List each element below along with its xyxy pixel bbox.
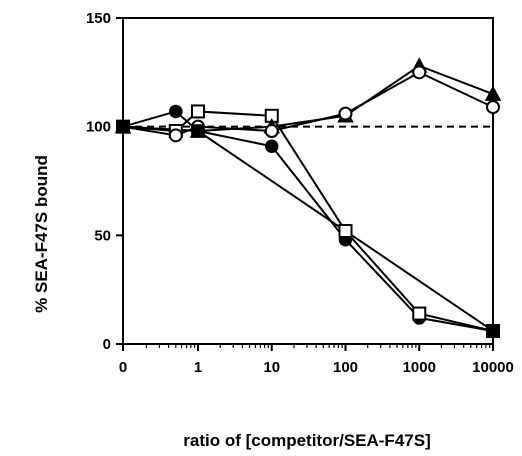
series-line [122, 64, 494, 133]
open-circle-marker [338, 106, 353, 121]
filled-square-marker [486, 324, 500, 338]
y-axis-label: % SEA-F47S bound [32, 155, 51, 313]
plot-border [122, 17, 494, 345]
x-axis-ticks: 0 1 10 100 1000 10000 [119, 344, 514, 376]
plot-frame [122, 17, 494, 345]
x-tick-label: 0 [119, 359, 127, 376]
filled-triangle-marker [484, 85, 502, 101]
open-circle-marker [264, 124, 279, 139]
y-tick-label: 150 [86, 10, 111, 27]
series-line [122, 110, 494, 332]
y-axis-ticks: 0 50 100 150 [86, 10, 123, 353]
filled-circle-marker [169, 104, 183, 119]
x-tick-label: 1 [194, 359, 202, 376]
filled-circle-marker [265, 139, 279, 153]
filled-square-marker [116, 119, 130, 134]
y-tick-label: 0 [103, 336, 111, 353]
open-circle-marker [168, 128, 183, 143]
series-markers [114, 57, 502, 338]
open-square-marker [338, 223, 353, 238]
open-square-marker [191, 104, 205, 119]
x-tick-label: 1000 [403, 359, 436, 376]
series-line [122, 110, 494, 332]
filled-square-marker [191, 124, 205, 138]
series-line [122, 125, 494, 332]
x-tick-label: 10 [263, 359, 280, 376]
y-tick-label: 50 [94, 227, 111, 244]
x-tick-label: 100 [333, 359, 358, 376]
x-tick-label: 10000 [472, 359, 514, 376]
y-tick-label: 100 [86, 119, 111, 136]
open-square-marker [412, 306, 427, 321]
x-axis-label: ratio of [competitor/SEA-F47S] [183, 431, 430, 450]
open-circle-marker [412, 65, 427, 80]
open-circle-marker [486, 100, 500, 115]
